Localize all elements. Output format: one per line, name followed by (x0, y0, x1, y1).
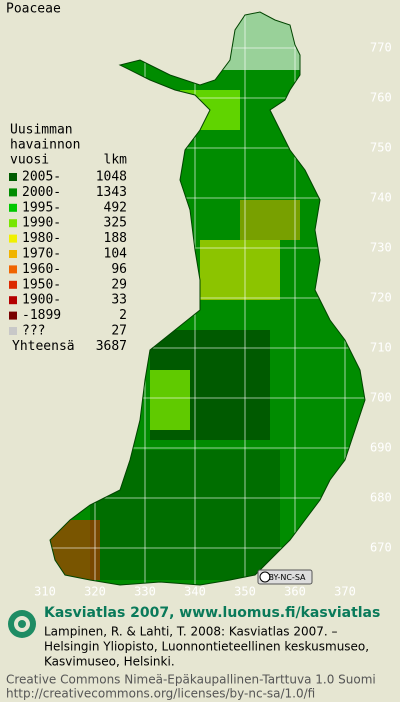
map-region (200, 240, 280, 300)
citation: Helsingin Yliopisto, Luonnontieteellinen… (44, 640, 369, 654)
legend-swatch (9, 203, 17, 212)
legend-swatch (9, 327, 17, 335)
legend-swatch (9, 173, 17, 181)
legend-count: 27 (111, 324, 127, 339)
license-badge: BY-NC-SA (257, 569, 313, 585)
legend-count: 188 (104, 231, 127, 246)
legend-swatch (9, 219, 17, 228)
legend-label: 1980- (22, 231, 61, 246)
y-coordinate-label: 770 (370, 41, 392, 55)
legend-count: 325 (104, 216, 127, 231)
map-region (240, 200, 300, 240)
legend-label: 2005- (22, 170, 61, 185)
legend-label: 1960- (22, 262, 61, 277)
map-outline (49, 11, 366, 586)
x-coordinate-label: 330 (134, 585, 156, 599)
y-coordinate-label: 700 (370, 391, 392, 405)
legend-count: 104 (104, 247, 128, 262)
y-coordinate-label: 740 (370, 191, 392, 205)
legend-count: 96 (111, 262, 127, 277)
legend-label: 1950- (22, 277, 61, 292)
legend-heading: Uusimman (10, 123, 73, 138)
legend-swatch (9, 188, 17, 197)
x-coordinate-label: 310 (34, 585, 56, 599)
legend-swatch (9, 250, 17, 258)
y-coordinate-label: 690 (370, 441, 392, 455)
legend-swatch (9, 265, 17, 274)
license-badge-text: BY-NC-SA (268, 573, 306, 582)
license-text: Creative Commons Nimeä-Epäkaupallinen-Ta… (6, 673, 376, 687)
license-url[interactable]: http://creativecommons.org/licenses/by-n… (6, 687, 315, 701)
x-coordinate-label: 350 (234, 585, 256, 599)
y-coordinate-label: 680 (370, 491, 392, 505)
legend-swatch (9, 234, 17, 243)
y-coordinate-label: 750 (370, 141, 392, 155)
legend-count-heading: lkm (104, 153, 128, 168)
legend-count: 492 (104, 200, 127, 215)
legend-heading: havainnon (10, 138, 80, 153)
legend-label: 2000- (22, 185, 61, 200)
legend-label: -1899 (22, 308, 61, 323)
legend-count: 29 (111, 277, 127, 292)
y-coordinate-label: 670 (370, 541, 392, 555)
site-link[interactable]: Kasviatlas 2007, www.luomus.fi/kasviatla… (44, 605, 380, 621)
citation: Lampinen, R. & Lahti, T. 2008: Kasviatla… (44, 625, 338, 639)
y-coordinate-label: 760 (370, 91, 392, 105)
y-coordinate-label: 710 (370, 341, 392, 355)
logo (8, 610, 36, 638)
species-title: Poaceae (6, 2, 61, 17)
legend-count: 2 (119, 308, 127, 323)
total-label: Yhteensä (12, 339, 75, 354)
legend-label: ??? (22, 324, 45, 339)
legend-swatch (9, 280, 17, 289)
x-coordinate-label: 320 (84, 585, 106, 599)
legend-label: 1900- (22, 293, 61, 308)
legend-count: 33 (111, 293, 127, 308)
y-coordinate-label: 720 (370, 291, 392, 305)
map-region (150, 370, 190, 430)
legend-label: 1995- (22, 200, 61, 215)
legend-label: 1990- (22, 216, 61, 231)
legend-swatch (9, 311, 17, 320)
legend-label: 1970- (22, 247, 61, 262)
legend-count: 1343 (96, 185, 127, 200)
x-coordinate-label: 370 (334, 585, 356, 599)
legend-count: 1048 (96, 170, 127, 185)
citation: Kasvimuseo, Helsinki. (44, 655, 175, 669)
legend-heading: vuosi (10, 153, 49, 168)
x-coordinate-label: 340 (184, 585, 206, 599)
total-count: 3687 (96, 339, 127, 354)
y-coordinate-label: 730 (370, 241, 392, 255)
legend-swatch (9, 296, 17, 305)
x-coordinate-label: 360 (284, 585, 306, 599)
